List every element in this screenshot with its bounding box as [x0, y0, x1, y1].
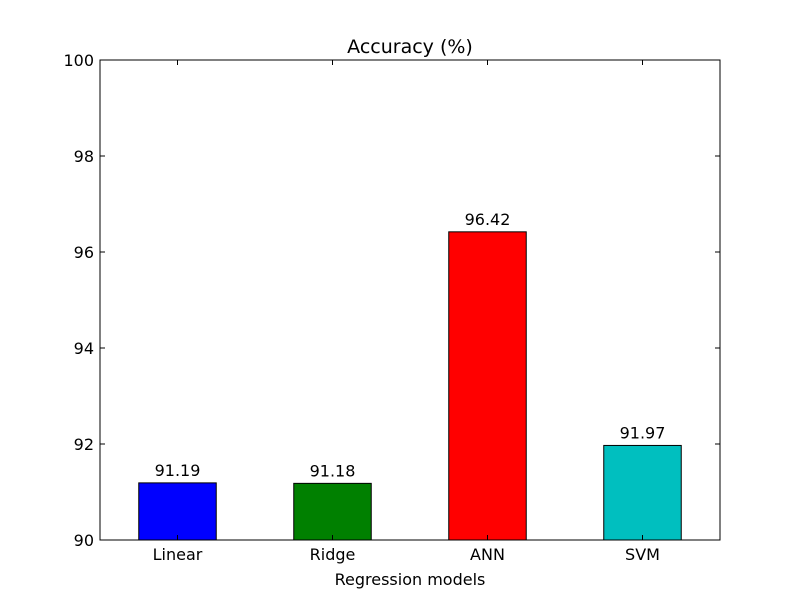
x-tick-label-ann: ANN	[470, 545, 505, 564]
bar-ann	[448, 231, 527, 541]
y-tick-label: 98	[74, 147, 94, 166]
x-axis-label: Regression models	[335, 570, 486, 589]
y-tick-label: 90	[74, 531, 94, 550]
x-tick-label-ridge: Ridge	[310, 545, 356, 564]
bar-ridge	[293, 482, 372, 541]
plot-frame	[99, 59, 721, 541]
data-label-svm: 91.97	[620, 423, 666, 442]
bar-svm	[603, 444, 682, 541]
y-tick-label: 96	[74, 243, 94, 262]
bars-layer: 91.19 91.18 96.42 91.97	[138, 210, 682, 541]
x-tick-label-svm: SVM	[625, 545, 660, 564]
data-label-linear: 91.19	[155, 461, 201, 480]
ticks-layer: Linear Ridge ANN SVM 90 92 94 96 98 100	[63, 51, 720, 564]
chart-title: Accuracy (%)	[347, 36, 473, 58]
x-tick-label-linear: Linear	[153, 545, 203, 564]
y-tick-label: 94	[74, 339, 94, 358]
data-label-ann: 96.42	[465, 210, 511, 229]
data-label-ridge: 91.18	[310, 461, 356, 480]
y-tick-label: 92	[74, 435, 94, 454]
bar-linear	[138, 482, 217, 541]
y-tick-label: 100	[63, 51, 94, 70]
